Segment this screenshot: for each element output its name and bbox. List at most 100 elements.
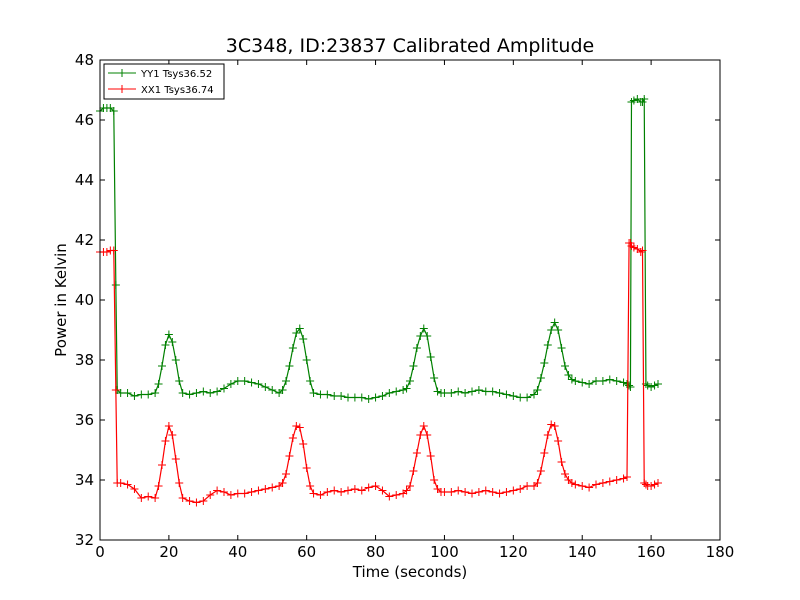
x-tick-label: 120 — [499, 543, 528, 561]
data-point — [154, 482, 163, 490]
data-point — [350, 485, 359, 493]
data-point — [330, 392, 339, 400]
legend-marker-xx1 — [118, 85, 126, 93]
data-point — [371, 482, 380, 490]
y-tick-label: 42 — [75, 231, 94, 249]
data-point — [178, 389, 187, 397]
data-point — [516, 393, 525, 402]
data-point — [399, 386, 408, 394]
data-point — [641, 480, 650, 489]
data-point — [109, 246, 118, 255]
legend-label-xx1: XX1 Tsys36.74 — [141, 85, 214, 96]
data-point — [488, 387, 497, 396]
data-point — [299, 440, 308, 448]
data-point — [247, 378, 256, 387]
y-tick-label: 40 — [75, 291, 94, 309]
data-point — [254, 380, 263, 388]
data-point — [454, 486, 463, 495]
data-point — [540, 449, 549, 457]
data-point — [268, 483, 277, 492]
y-tick-label: 48 — [75, 51, 94, 69]
data-point — [240, 377, 249, 385]
data-point — [567, 375, 576, 384]
data-point — [213, 486, 222, 495]
y-axis-label: Power in Kelvin — [52, 243, 70, 357]
data-point — [226, 380, 235, 388]
data-point — [344, 393, 352, 402]
data-point — [371, 393, 380, 402]
x-tick-label: 60 — [297, 543, 316, 561]
data-point — [168, 338, 177, 346]
data-point — [285, 362, 294, 370]
data-point — [337, 392, 346, 400]
data-point — [416, 431, 425, 439]
legend-label-yy1: YY1 Tsys36.52 — [140, 69, 212, 80]
data-point — [111, 386, 120, 394]
data-point — [385, 492, 394, 501]
data-point — [350, 393, 359, 402]
data-point — [378, 392, 387, 400]
series-xx1 — [96, 239, 662, 507]
data-point — [540, 359, 549, 367]
data-point — [619, 378, 628, 387]
data-point — [220, 488, 228, 496]
data-point — [316, 491, 325, 499]
x-axis-ticks: 0 20 40 60 80 100 120 140 160 180 — [95, 60, 734, 561]
legend-marker-yy1 — [118, 69, 126, 77]
data-point — [385, 389, 394, 397]
data-point — [154, 380, 163, 388]
data-point — [409, 362, 418, 370]
y-tick-label: 36 — [75, 411, 94, 429]
x-tick-label: 0 — [95, 543, 105, 561]
data-point — [461, 389, 470, 397]
data-point — [392, 491, 401, 499]
data-point — [509, 486, 518, 495]
data-point — [547, 420, 556, 429]
data-point — [536, 374, 545, 382]
chart-title: 3C348, ID:23837 Calibrated Amplitude — [226, 35, 594, 57]
y-tick-label: 46 — [75, 111, 94, 129]
legend-box — [103, 63, 225, 100]
data-point — [550, 422, 559, 430]
data-point — [102, 248, 111, 256]
data-point — [650, 480, 659, 489]
data-point — [171, 455, 180, 463]
data-point — [440, 389, 449, 397]
series-layer — [96, 95, 662, 507]
data-point — [468, 387, 476, 396]
data-point — [168, 431, 177, 439]
data-point — [323, 390, 332, 399]
data-point — [144, 390, 153, 399]
data-point — [585, 483, 594, 492]
data-point — [643, 381, 652, 390]
data-point — [364, 483, 373, 492]
data-point — [426, 353, 435, 361]
data-point — [605, 477, 614, 486]
y-tick-label: 32 — [75, 531, 94, 549]
data-point — [364, 395, 373, 403]
data-point — [285, 452, 294, 460]
data-point — [509, 392, 518, 400]
data-point — [571, 377, 580, 385]
data-point — [171, 356, 180, 364]
data-point — [430, 374, 439, 382]
data-point — [192, 389, 201, 397]
data-point — [254, 486, 263, 495]
data-point — [423, 431, 432, 439]
data-point — [567, 479, 576, 487]
data-point — [247, 488, 256, 496]
x-tick-label: 140 — [568, 543, 597, 561]
data-point — [199, 387, 208, 396]
data-point — [550, 318, 559, 327]
data-point — [447, 389, 456, 397]
data-point — [647, 383, 656, 391]
data-point — [151, 494, 160, 502]
data-point — [292, 329, 301, 337]
data-point — [536, 467, 545, 475]
data-point — [137, 390, 146, 399]
data-point — [564, 371, 573, 379]
data-point — [598, 377, 607, 385]
data-point — [474, 488, 483, 496]
data-point — [557, 344, 566, 352]
data-point — [278, 479, 287, 487]
